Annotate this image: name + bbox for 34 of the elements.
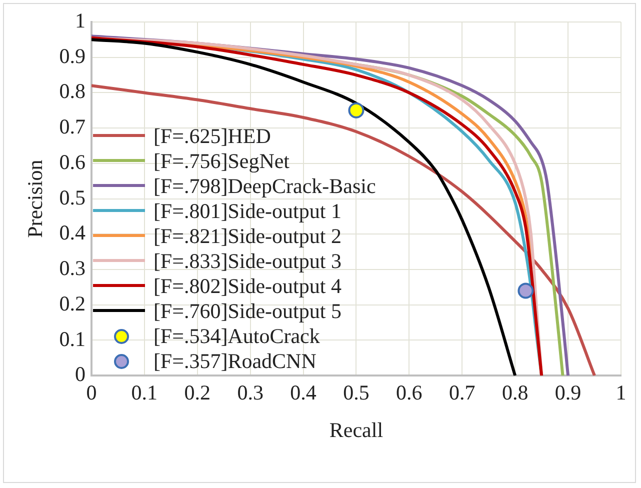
y-tick-label: 1 [74,8,86,33]
legend-label: [F=.357]RoadCNN [153,348,316,374]
y-tick-label: 0.3 [59,256,86,280]
y-tick-label: 0.8 [59,79,86,104]
legend-label: [F=.625]HED [153,124,271,149]
y-tick-label: 0.7 [59,114,86,139]
y-tick-label: 0.9 [59,44,86,68]
x-tick-label: 0.9 [554,380,582,405]
x-tick-label: 0.3 [237,380,264,405]
y-tick-label: 0.2 [59,291,86,316]
legend-label: [F=.833]Side-output 3 [153,248,342,274]
y-tick-label: 0.5 [59,185,86,210]
y-tick-label: 0.6 [59,150,86,174]
x-axis-title: Recall [329,418,384,442]
legend-label: [F=.798]DeepCrack-Basic [153,174,376,199]
x-tick-label: 0.7 [449,380,476,405]
x-tick-label: 0.8 [502,380,528,405]
legend-label: [F=.534]AutoCrack [153,324,320,349]
x-tick-label: 0.6 [396,380,422,405]
legend-label: [F=.801]Side-output 1 [153,198,342,224]
x-tick-label: 0.2 [184,380,210,405]
y-tick-label: 0 [74,362,86,386]
x-tick-label: 0.1 [131,380,158,405]
x-tick-label: 0.4 [290,380,317,405]
line-series [91,84,596,376]
y-tick-label: 0.4 [59,220,86,245]
x-tick-label: 0.5 [343,380,370,405]
legend-label: [F=.756]SegNet [153,148,290,174]
y-tick-label: 0.1 [59,326,86,351]
y-axis-title: Precision [23,159,48,238]
legend-label: [F=.760]Side-output 5 [153,298,342,324]
legend-label: [F=.821]Side-output 2 [153,224,342,249]
legend-label: [F=.802]Side-output 4 [153,274,342,299]
x-tick-label: 1 [616,380,626,405]
